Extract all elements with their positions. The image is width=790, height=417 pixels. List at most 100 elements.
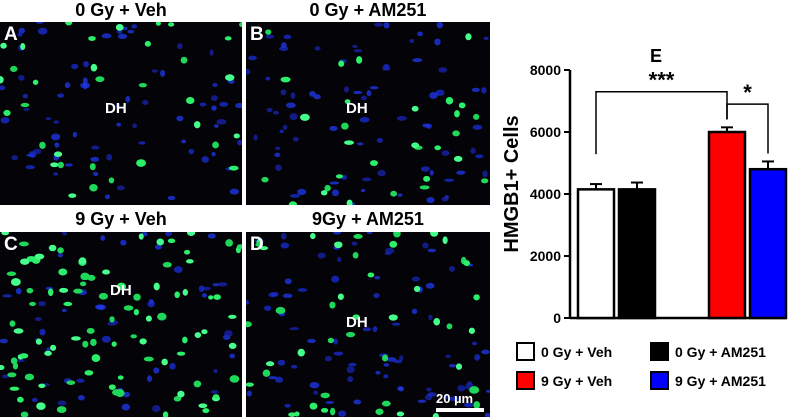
dapi-nucleus bbox=[347, 376, 354, 383]
dapi-nucleus bbox=[333, 338, 338, 345]
dapi-nucleus bbox=[422, 123, 430, 128]
hmgb1-nucleus bbox=[84, 370, 94, 376]
y-tick-label: 6000 bbox=[530, 124, 561, 140]
hmgb1-nucleus bbox=[255, 242, 263, 247]
hmgb1-nucleus bbox=[442, 236, 448, 245]
hmgb1-nucleus bbox=[34, 253, 45, 260]
dapi-nucleus bbox=[64, 163, 73, 167]
dapi-nucleus bbox=[248, 55, 257, 61]
dapi-nucleus bbox=[116, 122, 122, 127]
hmgb1-nucleus bbox=[56, 406, 67, 414]
hmgb1-nucleus bbox=[139, 338, 147, 345]
dapi-nucleus bbox=[397, 193, 403, 197]
hmgb1-nucleus bbox=[228, 165, 239, 171]
dapi-nucleus bbox=[53, 120, 60, 124]
hmgb1-nucleus bbox=[182, 288, 189, 296]
hmgb1-nucleus bbox=[88, 36, 96, 42]
dapi-nucleus bbox=[417, 399, 427, 403]
dapi-nucleus bbox=[444, 393, 449, 400]
hmgb1-nucleus bbox=[434, 145, 442, 151]
hmgb1-nucleus bbox=[453, 155, 463, 162]
chart-title: E bbox=[650, 46, 662, 66]
dapi-nucleus bbox=[381, 67, 391, 71]
hmgb1-nucleus bbox=[59, 287, 69, 293]
hmgb1-nucleus bbox=[201, 329, 208, 335]
dapi-nucleus bbox=[426, 387, 432, 392]
dapi-nucleus bbox=[427, 248, 437, 253]
legend-label: 9 Gy + Veh bbox=[541, 372, 613, 389]
hmgb1-nucleus bbox=[176, 351, 186, 356]
hmgb1-nucleus bbox=[86, 327, 95, 334]
dapi-nucleus bbox=[201, 293, 207, 298]
dapi-nucleus bbox=[153, 367, 160, 374]
hmgb1-nucleus bbox=[38, 383, 46, 388]
dapi-nucleus bbox=[17, 32, 23, 37]
dapi-nucleus bbox=[426, 196, 435, 204]
dapi-nucleus bbox=[369, 86, 379, 90]
dapi-nucleus bbox=[333, 232, 342, 235]
dapi-nucleus bbox=[392, 322, 401, 326]
hmgb1-nucleus bbox=[111, 341, 117, 347]
dapi-nucleus bbox=[274, 152, 281, 158]
dapi-nucleus bbox=[151, 69, 158, 73]
dapi-nucleus bbox=[138, 141, 146, 145]
dapi-nucleus bbox=[445, 354, 451, 358]
dapi-nucleus bbox=[486, 389, 490, 393]
hmgb1-nucleus bbox=[44, 350, 52, 356]
dapi-nucleus bbox=[167, 195, 176, 201]
dapi-nucleus bbox=[0, 338, 8, 344]
panel-letter-a: A bbox=[4, 24, 18, 45]
hmgb1-nucleus bbox=[265, 29, 272, 35]
hmgb1-nucleus bbox=[161, 358, 168, 366]
dapi-nucleus bbox=[438, 67, 448, 73]
hmgb1-nucleus bbox=[1, 232, 10, 236]
dapi-nucleus bbox=[297, 188, 307, 196]
dapi-nucleus bbox=[265, 34, 275, 39]
hmgb1-nucleus bbox=[0, 365, 5, 371]
hmgb1-nucleus bbox=[208, 295, 214, 300]
dapi-nucleus bbox=[309, 381, 320, 389]
dapi-nucleus bbox=[16, 358, 25, 363]
dapi-nucleus bbox=[338, 410, 347, 417]
dapi-nucleus bbox=[448, 364, 457, 368]
dapi-nucleus bbox=[377, 169, 386, 177]
dapi-nucleus bbox=[199, 102, 207, 107]
hmgb1-nucleus bbox=[193, 380, 202, 388]
hmgb1-nucleus bbox=[341, 122, 349, 130]
dapi-nucleus bbox=[448, 265, 456, 272]
dapi-nucleus bbox=[428, 314, 433, 321]
hmgb1-nucleus bbox=[47, 288, 54, 297]
legend-label: 0 Gy + AM251 bbox=[675, 343, 766, 360]
dapi-nucleus bbox=[45, 117, 52, 121]
dapi-nucleus bbox=[39, 328, 46, 336]
dapi-nucleus bbox=[76, 378, 85, 383]
dapi-nucleus bbox=[457, 385, 466, 392]
dapi-nucleus bbox=[35, 22, 44, 24]
dapi-nucleus bbox=[211, 151, 216, 157]
dapi-nucleus bbox=[324, 355, 332, 362]
dapi-nucleus bbox=[214, 124, 219, 128]
panel-letter-c: C bbox=[4, 234, 18, 255]
dapi-nucleus bbox=[279, 46, 289, 51]
dapi-nucleus bbox=[37, 27, 48, 35]
hmgb1-nucleus bbox=[183, 249, 191, 255]
dapi-nucleus bbox=[434, 38, 441, 46]
hmgb1-nucleus bbox=[202, 408, 210, 414]
hmgb1-nucleus bbox=[432, 412, 439, 417]
legend-swatch-red bbox=[516, 371, 535, 390]
dapi-nucleus bbox=[475, 154, 484, 159]
dapi-nucleus bbox=[290, 92, 296, 99]
dapi-nucleus bbox=[275, 164, 282, 171]
y-axis-label: HMGB1+ Cells bbox=[501, 115, 523, 252]
hmgb1-nucleus bbox=[155, 22, 161, 26]
hmgb1-nucleus bbox=[108, 177, 115, 184]
dapi-nucleus bbox=[376, 137, 383, 143]
dapi-nucleus bbox=[314, 46, 321, 51]
dapi-nucleus bbox=[282, 124, 288, 130]
dapi-nucleus bbox=[173, 266, 183, 274]
hmgb1-nucleus bbox=[73, 288, 83, 294]
panel-a-title: 0 Gy + Veh bbox=[75, 0, 167, 20]
hmgb1-nucleus bbox=[177, 390, 185, 398]
hmgb1-nucleus bbox=[198, 403, 208, 408]
dapi-nucleus bbox=[292, 136, 299, 142]
